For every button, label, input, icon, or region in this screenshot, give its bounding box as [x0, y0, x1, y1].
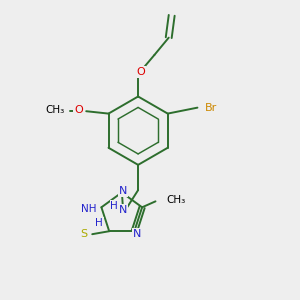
- Text: NH: NH: [82, 204, 97, 214]
- Text: N: N: [133, 229, 141, 238]
- Text: N: N: [118, 186, 127, 196]
- Text: Br: Br: [205, 103, 217, 112]
- Text: N: N: [119, 205, 128, 215]
- Text: O: O: [74, 105, 83, 115]
- Text: H: H: [110, 201, 118, 211]
- Text: O: O: [136, 67, 145, 77]
- Text: S: S: [80, 229, 88, 239]
- Text: H: H: [95, 218, 103, 228]
- Text: CH₃: CH₃: [166, 195, 185, 205]
- Text: CH₃: CH₃: [46, 105, 65, 115]
